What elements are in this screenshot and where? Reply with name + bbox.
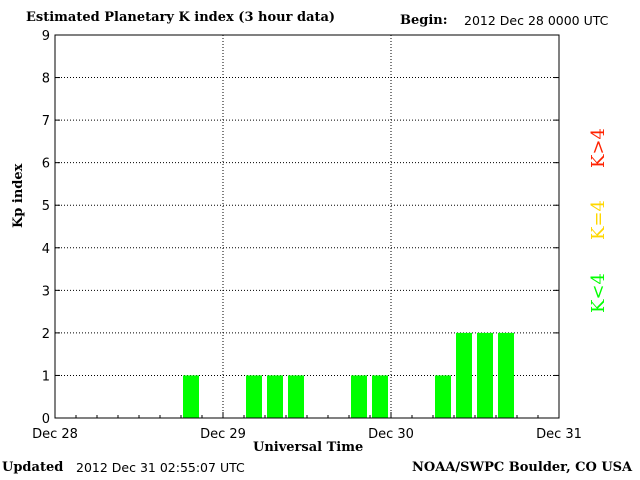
legend-k-equal: K=4	[588, 200, 609, 240]
begin-label: Begin:	[400, 13, 448, 28]
kp-bar	[183, 375, 199, 418]
credit-text: NOAA/SWPC Boulder, CO USA	[412, 460, 633, 475]
begin-value: 2012 Dec 28 0000 UTC	[464, 13, 609, 28]
y-axis-label: Kp index	[11, 163, 26, 228]
kp-bar	[246, 375, 262, 418]
y-tick-label: 3	[42, 284, 50, 299]
y-tick-label: 1	[42, 369, 50, 384]
legend-k-less: K<4	[588, 273, 609, 313]
y-tick-label: 2	[42, 327, 50, 342]
y-tick-label: 9	[42, 29, 50, 44]
y-tick-label: 5	[42, 199, 50, 214]
y-tick-label: 8	[42, 72, 50, 87]
chart-title: Estimated Planetary K index (3 hour data…	[26, 10, 336, 25]
x-tick-label: Dec 29	[200, 427, 246, 442]
y-tick-label: 7	[42, 114, 50, 129]
kp-bar	[372, 375, 388, 418]
kp-bar	[498, 332, 514, 418]
y-tick-label: 0	[42, 412, 50, 427]
x-tick-label: Dec 30	[368, 427, 414, 442]
y-tick-label: 6	[42, 157, 50, 172]
updated-label: Updated	[2, 460, 64, 475]
updated-value: 2012 Dec 31 02:55:07 UTC	[76, 460, 245, 475]
kp-bar	[267, 375, 283, 418]
x-axis-label: Universal Time	[253, 440, 364, 455]
kp-bar	[351, 375, 367, 418]
kp-bar	[477, 332, 493, 418]
y-tick-label: 4	[42, 242, 50, 257]
kp-bar	[435, 375, 451, 418]
x-tick-label: Dec 31	[536, 427, 582, 442]
kp-bar	[288, 375, 304, 418]
legend-k-greater: K>4	[588, 128, 609, 168]
kp-bar	[456, 332, 472, 418]
x-tick-label: Dec 28	[32, 427, 78, 442]
